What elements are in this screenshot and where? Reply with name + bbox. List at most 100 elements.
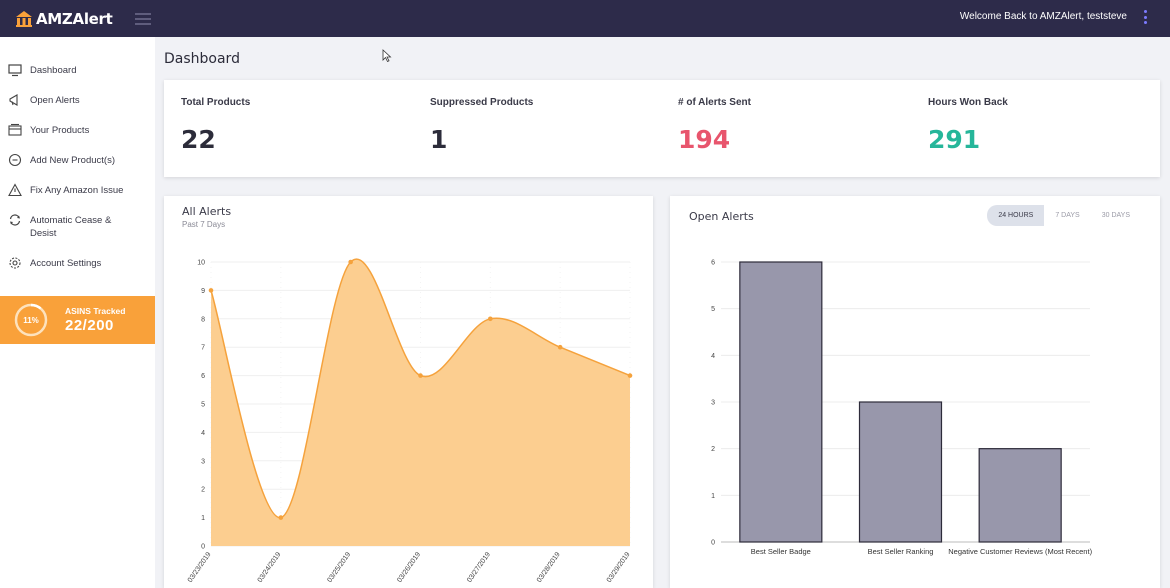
data-point: [488, 316, 493, 322]
stats-panel: Total Products 22 Suppressed Products 1 …: [164, 80, 1160, 177]
mouse-cursor-icon: [382, 49, 392, 63]
y-tick-label: 2: [201, 487, 205, 494]
refresh-icon: [9, 214, 21, 226]
megaphone-icon: [9, 94, 18, 106]
range-30-days-button[interactable]: 30 DAYS: [1090, 205, 1141, 226]
y-tick-label: 6: [711, 260, 715, 267]
x-tick-label: 03/27/2019: [466, 551, 492, 584]
open-alerts-title: Open Alerts: [689, 210, 754, 223]
category-label: Best Seller Badge: [751, 547, 811, 556]
sidebar-item-label: Automatic Cease & Desist: [30, 215, 112, 239]
stat-suppressed-products: Suppressed Products 1: [430, 97, 533, 154]
plus-circle-icon: [8, 153, 22, 167]
x-tick-label: 03/28/2019: [536, 551, 562, 584]
stat-label: Suppressed Products: [430, 97, 534, 108]
category-label: Negative Customer Reviews (Most Recent): [948, 547, 1092, 556]
y-tick-label: 8: [201, 316, 205, 323]
stat-alerts-sent: # of Alerts Sent 194: [678, 97, 751, 154]
open-alerts-card: Open Alerts 24 HOURS 7 DAYS 30 DAYS 0 1 2 3…: [670, 196, 1160, 588]
sidebar-item-your-products[interactable]: Your Products: [0, 123, 155, 154]
brand-name: AMZAlert: [36, 9, 113, 28]
y-tick-label: 1: [711, 493, 715, 500]
sidebar-item-add-new-products[interactable]: Add New Product(s): [0, 153, 155, 184]
all-alerts-subtitle: Past 7 Days: [182, 220, 226, 229]
data-point: [418, 373, 423, 378]
range-7-days-button[interactable]: 7 DAYS: [1044, 205, 1091, 226]
page-title: Dashboard: [164, 51, 240, 67]
y-tick-label: 0: [201, 544, 205, 551]
menu-toggle-icon[interactable]: [135, 12, 151, 25]
stat-value: 22: [181, 125, 216, 154]
data-point: [627, 373, 633, 378]
x-tick-label: 03/24/2019: [257, 551, 283, 584]
y-tick-label: 2: [711, 446, 715, 453]
x-tick-label: 03/25/2019: [326, 551, 352, 584]
x-tick-label: 03/23/2019: [187, 551, 213, 584]
asins-percent: 11%: [23, 315, 39, 325]
sidebar-item-label: Your Products: [30, 125, 90, 136]
sidebar-item-fix-amazon-issue[interactable]: Fix Any Amazon Issue: [0, 183, 155, 214]
y-tick-label: 6: [201, 373, 205, 380]
bar: [978, 448, 1062, 543]
bar: [858, 401, 943, 543]
y-tick-label: 3: [201, 458, 205, 465]
sidebar-item-label: Open Alerts: [30, 95, 80, 106]
open-alerts-chart: 0 1 2 3 4 5 6 Best Seller Badge Best Seller Rank…: [711, 260, 1092, 557]
warning-icon: [8, 183, 22, 197]
y-tick-label: 5: [711, 306, 715, 313]
stat-label: # of Alerts Sent: [678, 97, 751, 108]
x-tick-label: 03/29/2019: [606, 551, 632, 584]
products-icon: [8, 123, 22, 136]
y-tick-label: 0: [711, 540, 715, 547]
more-options-icon[interactable]: [1144, 10, 1148, 24]
sidebar-item-label: Account Settings: [30, 258, 102, 269]
y-tick-label: 1: [201, 515, 205, 522]
asins-progress-ring: 11%: [13, 302, 49, 338]
data-point: [278, 515, 284, 520]
time-range-toggle: 24 HOURS 7 DAYS 30 DAYS: [987, 205, 1141, 226]
data-point: [208, 288, 214, 293]
sidebar: Dashboard Open Alerts Your Products Add …: [0, 37, 155, 588]
sidebar-item-label: Add New Product(s): [30, 155, 116, 166]
stat-label: Total Products: [181, 97, 251, 108]
stat-total-products: Total Products 22: [181, 97, 250, 154]
y-tick-label: 4: [711, 353, 715, 360]
top-bar: AMZAlert Welcome Back to AMZAlert, tests…: [0, 0, 1170, 37]
data-point: [557, 344, 563, 350]
asins-tracked-card: 11% ASINS Tracked 22/200: [0, 296, 155, 344]
category-label: Best Seller Ranking: [868, 547, 934, 556]
all-alerts-chart: 0 1 2 3 4 5 6 7 8 9 10 03/23/2019 03/24/2019 03/25/20…: [187, 258, 633, 584]
all-alerts-card: All Alerts Past 7 Days 0 1 2 3 4 5 6 7 8 9 10 03/23…: [164, 196, 653, 588]
sidebar-item-cease-desist[interactable]: Automatic Cease & Desist: [0, 214, 155, 257]
y-tick-label: 7: [201, 345, 205, 352]
asins-label: ASINS Tracked: [65, 306, 126, 316]
y-tick-label: 4: [201, 430, 205, 437]
range-24-hours-button[interactable]: 24 HOURS: [987, 205, 1045, 226]
sidebar-item-label: Fix Any Amazon Issue: [30, 185, 124, 196]
stat-value: 1: [430, 125, 448, 154]
brand-logo[interactable]: AMZAlert: [15, 10, 155, 28]
sidebar-item-label: Dashboard: [30, 65, 77, 76]
stat-hours-won-back: Hours Won Back 291: [928, 97, 1008, 154]
area-fill: [211, 259, 630, 546]
y-tick-label: 5: [201, 402, 205, 409]
y-tick-label: 3: [711, 400, 715, 407]
series-line: [210, 258, 631, 519]
bar: [739, 261, 823, 543]
monitor-icon: [8, 64, 22, 77]
x-tick-label: 03/26/2019: [396, 551, 422, 584]
asins-value: 22/200: [65, 317, 114, 334]
sidebar-item-account-settings[interactable]: Account Settings: [0, 257, 155, 287]
all-alerts-title: All Alerts: [182, 205, 232, 218]
stat-value: 291: [928, 125, 981, 154]
stat-value: 194: [678, 125, 731, 154]
sidebar-item-open-alerts[interactable]: Open Alerts: [0, 94, 155, 124]
y-tick-label: 10: [197, 260, 205, 267]
sidebar-item-dashboard[interactable]: Dashboard: [0, 64, 155, 94]
data-point: [348, 259, 353, 265]
welcome-message: Welcome Back to AMZAlert, teststeve: [959, 11, 1127, 22]
logo-icon: [16, 10, 32, 27]
sidebar-nav: Dashboard Open Alerts Your Products Add …: [0, 64, 155, 287]
y-tick-label: 9: [201, 288, 205, 295]
stat-label: Hours Won Back: [928, 97, 1008, 108]
